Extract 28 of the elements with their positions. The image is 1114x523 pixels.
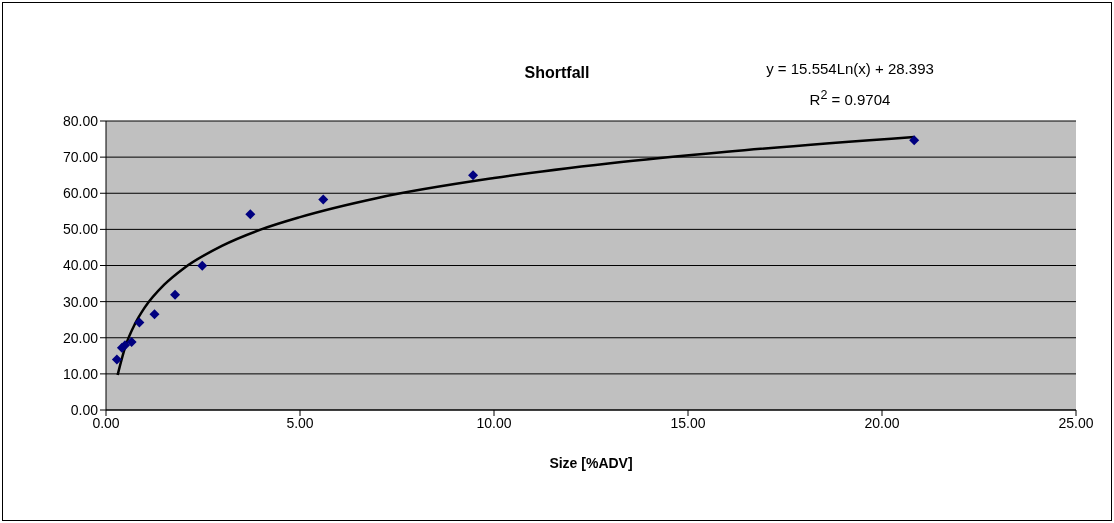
chart-title: Shortfall: [524, 64, 590, 81]
point: [245, 209, 256, 220]
point: [468, 170, 479, 181]
x-tick-label: 15.00: [670, 414, 706, 431]
point: [111, 354, 122, 365]
y-tick-label: 20.00: [62, 329, 99, 346]
point: [149, 309, 160, 320]
point: [126, 337, 137, 348]
point: [318, 194, 329, 205]
y-tick-label: 50.00: [62, 221, 99, 238]
x-tick-label: 25.00: [1058, 414, 1094, 431]
point: [170, 289, 181, 300]
y-tick-label: 40.00: [62, 257, 99, 274]
text: R$^{2}$ = 0.9704: [808, 87, 892, 110]
x-tick-label: 20.00: [864, 414, 900, 431]
y-tick-label: 80.00: [62, 112, 99, 129]
y-tick-label: 30.00: [62, 293, 99, 310]
point: [120, 340, 131, 351]
x-tick-label: 5.00: [286, 414, 314, 431]
text: y = 15.554Ln(x) + 28.393: [765, 59, 935, 79]
x-tick-label: 10.00: [476, 414, 512, 431]
y-tick-label: 60.00: [62, 185, 99, 202]
y-tick-label: 10.00: [62, 365, 99, 382]
point: [134, 317, 145, 328]
point: [197, 260, 208, 271]
point: [909, 135, 920, 146]
x-axis-title: Size [%ADV]: [548, 455, 634, 471]
y-tick-label: 70.00: [62, 149, 99, 166]
